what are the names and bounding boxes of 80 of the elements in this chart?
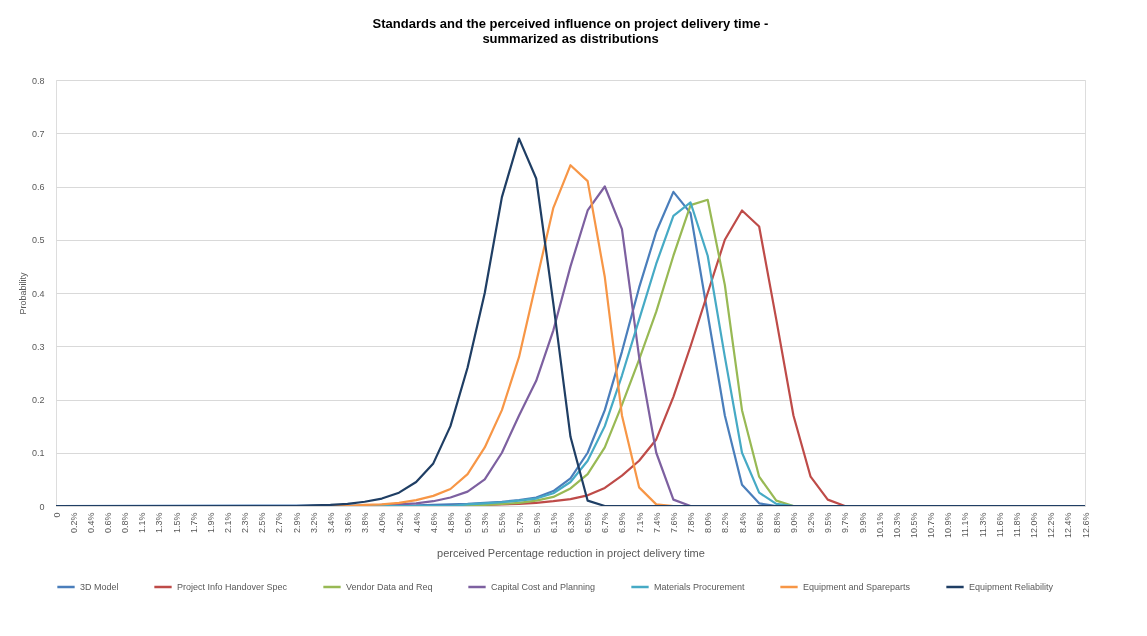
x-tick-label: 8.6% xyxy=(754,512,765,534)
x-tick-label: 4.4% xyxy=(411,512,422,534)
x-tick-label: 2.7% xyxy=(274,512,285,534)
x-tick-label: 0 xyxy=(51,512,62,518)
legend-label: Equipment Reliability xyxy=(969,582,1054,592)
x-tick-label: 9.7% xyxy=(840,512,851,534)
x-tick-label: 1.7% xyxy=(188,512,199,534)
x-tick-label: 10.1% xyxy=(874,512,885,539)
x-tick-label: 3.8% xyxy=(360,512,371,534)
x-axis-title: perceived Percentage reduction in project delivery time xyxy=(437,547,705,560)
x-tick-label: 0.4% xyxy=(85,512,96,534)
legend-label: Equipment and Spareparts xyxy=(803,582,911,592)
x-tick-label: 3.2% xyxy=(308,512,319,534)
x-tick-label: 2.9% xyxy=(291,512,302,534)
x-tick-label: 12.2% xyxy=(1046,512,1057,539)
x-tick-label: 8.2% xyxy=(720,512,731,534)
y-tick-label: 0.6 xyxy=(31,182,45,192)
x-tick-label: 6.5% xyxy=(583,512,594,534)
x-tick-label: 0.8% xyxy=(120,512,131,534)
y-tick-label: 0.2 xyxy=(31,395,45,405)
legend-label: Capital Cost and Planning xyxy=(491,582,596,592)
x-tick-label: 7.8% xyxy=(686,512,697,534)
x-tick-label: 7.6% xyxy=(668,512,679,534)
x-tick-label: 12.0% xyxy=(1029,512,1040,539)
legend-label: Vendor Data and Req xyxy=(346,582,433,592)
x-tick-label: 6.3% xyxy=(566,512,576,534)
x-tick-label: 9.9% xyxy=(857,512,868,534)
x-tick-label: 8.0% xyxy=(703,512,714,534)
x-tick-label: 3.6% xyxy=(343,512,354,534)
x-tick-label: 11.8% xyxy=(1011,512,1022,538)
chart-title: Standards and the perceived influence on project delivery time - summarized as distributions xyxy=(372,16,769,46)
x-tick-label: 9.0% xyxy=(788,512,799,534)
x-tick-label: 4.2% xyxy=(394,512,405,534)
x-tick-label: 10.5% xyxy=(909,512,919,539)
x-tick-label: 0.2% xyxy=(68,512,79,534)
x-tick-label: 5.9% xyxy=(531,512,542,534)
y-tick-label: 0.4 xyxy=(31,288,45,299)
x-tick-label: 7.1% xyxy=(634,512,645,534)
x-tick-label: 2.5% xyxy=(257,512,268,534)
x-tick-label: 1.3% xyxy=(154,512,165,534)
x-tick-label: 1.9% xyxy=(205,512,216,534)
x-tick-label: 10.3% xyxy=(891,512,902,539)
y-axis-title: Probability xyxy=(17,272,28,315)
x-tick-label: 9.5% xyxy=(823,512,834,534)
x-tick-label: 9.2% xyxy=(806,512,817,534)
x-tick-label: 4.0% xyxy=(377,512,388,534)
x-tick-label: 1.5% xyxy=(171,512,182,534)
legend-label: Project Info Handover Spec xyxy=(177,582,288,592)
x-tick-label: 12.4% xyxy=(1063,512,1074,539)
x-tick-label: 11.6% xyxy=(994,512,1005,538)
x-tick-label: 11.1% xyxy=(960,512,971,538)
x-tick-label: 5.7% xyxy=(514,512,525,534)
x-tick-label: 4.8% xyxy=(445,512,456,534)
x-tick-label: 6.1% xyxy=(548,512,559,534)
y-tick-label: 0.5 xyxy=(31,235,45,246)
x-tick-label: 10.9% xyxy=(943,512,954,539)
x-tick-label: 11.3% xyxy=(977,512,988,538)
x-tick-label: 2.1% xyxy=(223,512,233,534)
x-tick-label: 4.6% xyxy=(428,512,439,534)
x-tick-label: 2.3% xyxy=(240,512,251,534)
legend-label: Materials Procurement xyxy=(654,582,746,592)
y-tick-label: 0.7 xyxy=(31,128,45,139)
x-tick-label: 6.7% xyxy=(600,512,611,534)
x-tick-label: 1.1% xyxy=(137,512,148,534)
y-tick-label: 0.3 xyxy=(31,341,45,352)
x-tick-label: 10.7% xyxy=(926,512,937,539)
y-tick-label: 0.1 xyxy=(31,448,45,459)
x-tick-label: 12.6% xyxy=(1080,512,1091,539)
x-tick-label: 8.4% xyxy=(737,512,748,534)
x-tick-label: 5.0% xyxy=(463,512,474,534)
x-tick-label: 5.5% xyxy=(497,512,508,534)
x-tick-label: 8.8% xyxy=(771,512,782,534)
legend-label: 3D Model xyxy=(80,582,119,592)
x-tick-label: 7.4% xyxy=(651,512,662,534)
x-tick-label: 0.6% xyxy=(102,512,113,534)
x-tick-label: 6.9% xyxy=(617,512,628,534)
y-tick-label: 0 xyxy=(39,501,45,512)
x-tick-label: 5.3% xyxy=(480,512,491,534)
y-tick-label: 0.8 xyxy=(31,75,45,86)
x-tick-label: 3.4% xyxy=(325,512,336,534)
